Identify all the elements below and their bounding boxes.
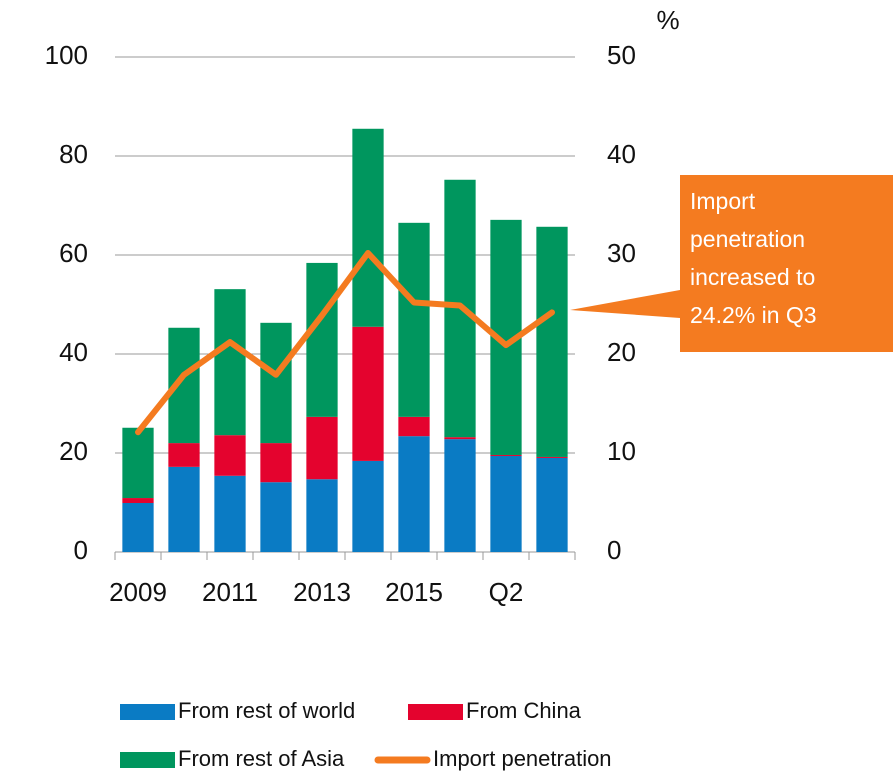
bar xyxy=(306,479,338,552)
y2-tick-label: 0 xyxy=(607,535,621,565)
y2-tick-label: 50 xyxy=(607,40,636,70)
legend-label: From China xyxy=(466,698,582,723)
legend-label: From rest of world xyxy=(178,698,355,723)
legend-label: From rest of Asia xyxy=(178,746,345,771)
bar xyxy=(490,455,522,552)
legend-swatch xyxy=(408,704,463,720)
x-tick-label: 2013 xyxy=(293,577,351,607)
bar xyxy=(122,502,154,552)
annotation-text: increased to xyxy=(690,264,815,290)
legend-swatch xyxy=(120,752,175,768)
y2-tick-label: 20 xyxy=(607,337,636,367)
bar xyxy=(214,435,246,476)
y-tick-label: 80 xyxy=(59,139,88,169)
bar xyxy=(260,322,292,444)
bar xyxy=(536,457,568,552)
y-tick-label: 20 xyxy=(59,436,88,466)
bar xyxy=(168,466,200,552)
bar xyxy=(214,475,246,552)
bar xyxy=(398,416,430,437)
line xyxy=(135,250,555,436)
bar xyxy=(444,439,476,552)
bar xyxy=(306,416,338,480)
bar xyxy=(260,482,292,552)
annotation-text: 24.2% in Q3 xyxy=(690,302,817,328)
x-tick-label: 2009 xyxy=(109,577,167,607)
y-tick-label: 40 xyxy=(59,337,88,367)
y2-tick-label: 40 xyxy=(607,139,636,169)
y2-tick-label: 10 xyxy=(607,436,636,466)
bar xyxy=(444,437,476,440)
bar xyxy=(536,226,568,457)
bar xyxy=(398,436,430,552)
legend-label: Import penetration xyxy=(433,746,612,771)
annotation-box xyxy=(570,175,893,352)
y2-axis-label: % xyxy=(656,5,679,35)
bar xyxy=(168,443,200,467)
bar xyxy=(122,427,154,499)
bar xyxy=(352,326,384,461)
bar xyxy=(398,222,430,417)
bar xyxy=(352,460,384,552)
x-tick-label: Q2 xyxy=(489,577,524,607)
annotation-text: penetration xyxy=(690,226,805,252)
y2-tick-label: 30 xyxy=(607,238,636,268)
x-tick-label: 2015 xyxy=(385,577,443,607)
bar xyxy=(536,456,568,458)
y-tick-label: 0 xyxy=(74,535,88,565)
y-tick-label: 60 xyxy=(59,238,88,268)
annotation-text: Import xyxy=(690,188,756,214)
bar xyxy=(352,128,384,327)
bar xyxy=(306,262,338,417)
bar xyxy=(214,289,246,436)
y-tick-label: 100 xyxy=(45,40,88,70)
bar xyxy=(260,443,292,483)
bar xyxy=(122,498,154,503)
bar xyxy=(490,454,522,456)
legend-swatch xyxy=(120,704,175,720)
x-tick-label: 2011 xyxy=(202,577,258,607)
